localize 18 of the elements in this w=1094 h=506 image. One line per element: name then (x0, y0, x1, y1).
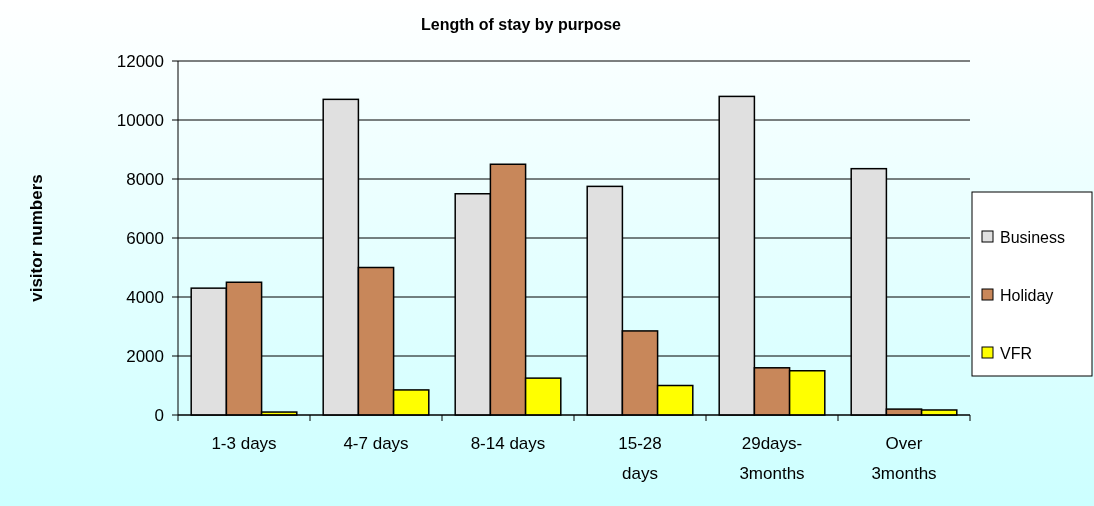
x-tick-label: Over 3months (871, 434, 937, 483)
x-tick-label: 15-28 days (618, 434, 662, 483)
x-tick-label: 8-14 days (470, 434, 546, 453)
y-tick-label: 2000 (126, 346, 164, 366)
legend-label: Business (1000, 228, 1065, 246)
y-axis-title: visitor numbers (27, 174, 46, 302)
x-tick-label: 1-3 days (211, 434, 277, 453)
x-tick-label: 4-7 days (343, 434, 409, 453)
y-tick-label: 0 (154, 405, 164, 425)
y-tick-label: 10000 (116, 110, 164, 130)
x-tick-label: 29days-3months (739, 434, 805, 483)
legend-label: Holiday (1000, 286, 1054, 304)
y-tick-label: 4000 (126, 287, 164, 307)
y-tick-label: 12000 (116, 51, 164, 71)
chart-title: Length of stay by purpose (420, 16, 622, 33)
y-tick-label: 6000 (126, 228, 164, 248)
legend-label: VFR (1000, 344, 1032, 362)
y-tick-label: 8000 (126, 169, 164, 189)
